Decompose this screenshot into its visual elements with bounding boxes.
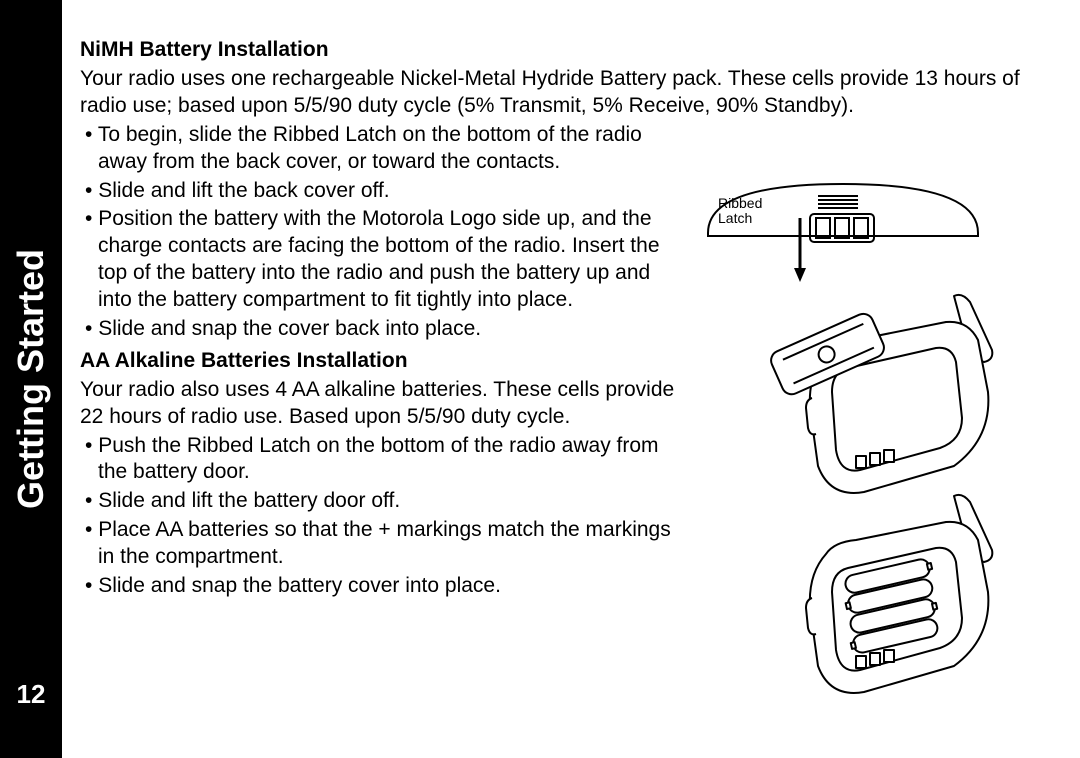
latch-label-line2: Latch [718,210,752,226]
radio-illustration-battery-pack [756,288,1006,508]
latch-label: Ribbed Latch [718,196,762,227]
bullet-item: Position the battery with the Motorola L… [80,206,680,314]
page-number: 12 [17,679,46,710]
bullet-item: Place AA batteries so that the + marking… [80,517,680,571]
latch-label-line1: Ribbed [718,195,762,211]
intro-aa: Your radio also uses 4 AA alkaline batte… [80,377,680,431]
bullet-item: Slide and snap the battery cover into pl… [80,573,680,600]
bullet-item: Push the Ribbed Latch on the bottom of t… [80,433,680,487]
manual-page: Getting Started 12 NiMH Battery Installa… [0,0,1080,758]
sidebar-tab: Getting Started 12 [0,0,62,758]
bullet-item: Slide and lift the back cover off. [80,178,680,205]
section-title: Getting Started [10,249,52,509]
radio-illustration-aa-batteries [756,488,1006,708]
heading-nimh: NiMH Battery Installation [80,38,1040,62]
bullet-item: Slide and lift the battery door off. [80,488,680,515]
bullet-item: To begin, slide the Ribbed Latch on the … [80,122,680,176]
figure-area: Ribbed Latch [698,178,988,708]
intro-nimh: Your radio uses one rechargeable Nickel-… [80,66,1040,120]
bullet-item: Slide and snap the cover back into place… [80,316,680,343]
